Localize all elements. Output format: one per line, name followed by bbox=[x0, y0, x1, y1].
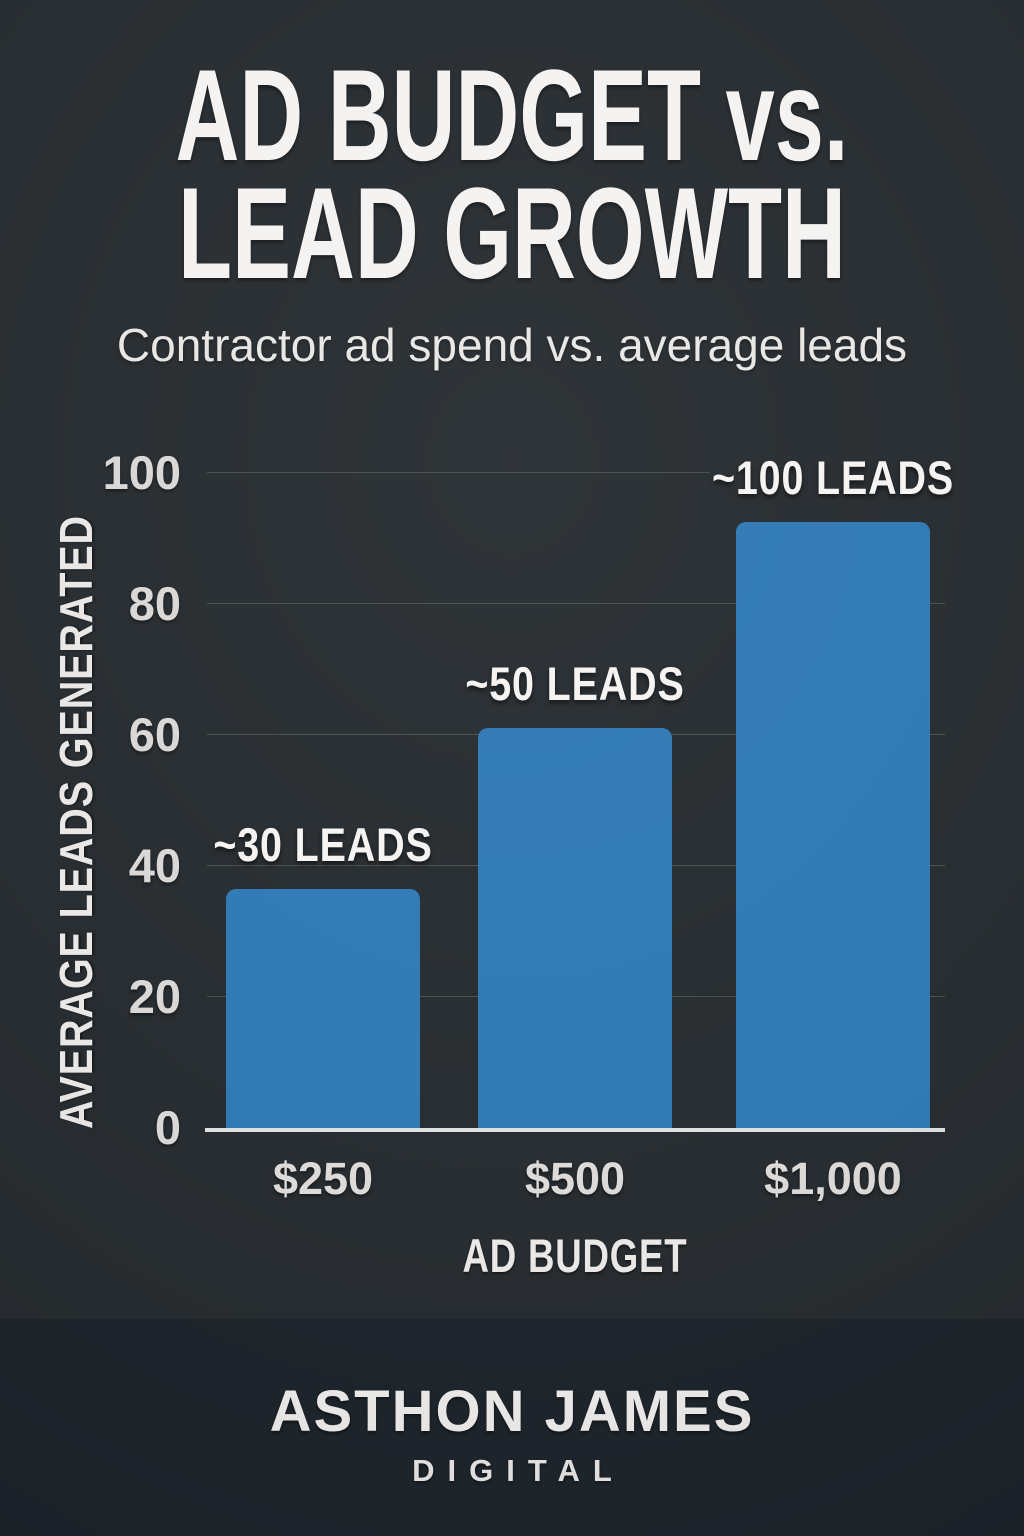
y-tick-100: 100 bbox=[102, 446, 181, 499]
x-tick-500: $500 bbox=[524, 1153, 626, 1204]
brand-name: ASTHON JAMES bbox=[269, 1379, 755, 1444]
y-tick-80: 80 bbox=[128, 577, 181, 630]
title-line-2: LEAD GROWTH bbox=[178, 160, 846, 306]
x-axis-title: AD BUDGET bbox=[462, 1229, 688, 1282]
bar-1000 bbox=[736, 522, 930, 1128]
y-tick-60: 60 bbox=[128, 708, 181, 761]
gridline-100 bbox=[207, 472, 711, 473]
title-line-1: AD BUDGET vs. bbox=[175, 42, 849, 188]
bar-500 bbox=[478, 728, 672, 1128]
x-tick-1000: $1,000 bbox=[764, 1153, 902, 1204]
y-tick-0: 0 bbox=[154, 1101, 181, 1154]
bar-chart-plot-area: AD BUDGET 0 20 40 60 80 100 ~30 LEADS $250 ~50 L… bbox=[103, 446, 954, 1282]
gridline-80 bbox=[207, 603, 945, 604]
brand-tagline: DIGITAL bbox=[412, 1453, 625, 1488]
bar-value-label: ~50 LEADS bbox=[465, 657, 685, 711]
subtitle: Contractor ad spend vs. average leads bbox=[116, 319, 908, 371]
y-tick-40: 40 bbox=[128, 839, 181, 892]
header: AD BUDGET vs. LEAD GROWTH Contractor ad … bbox=[0, 0, 1024, 372]
footer: ASTHON JAMES DIGITAL bbox=[0, 1319, 1024, 1536]
y-tick-20: 20 bbox=[128, 970, 181, 1023]
x-tick-250: $250 bbox=[272, 1153, 374, 1204]
bar-value-label: ~100 LEADS bbox=[711, 451, 955, 505]
page-title: AD BUDGET vs. LEAD GROWTH bbox=[0, 0, 1024, 306]
bar-250 bbox=[226, 888, 420, 1128]
bar-value-label: ~30 LEADS bbox=[213, 817, 433, 871]
